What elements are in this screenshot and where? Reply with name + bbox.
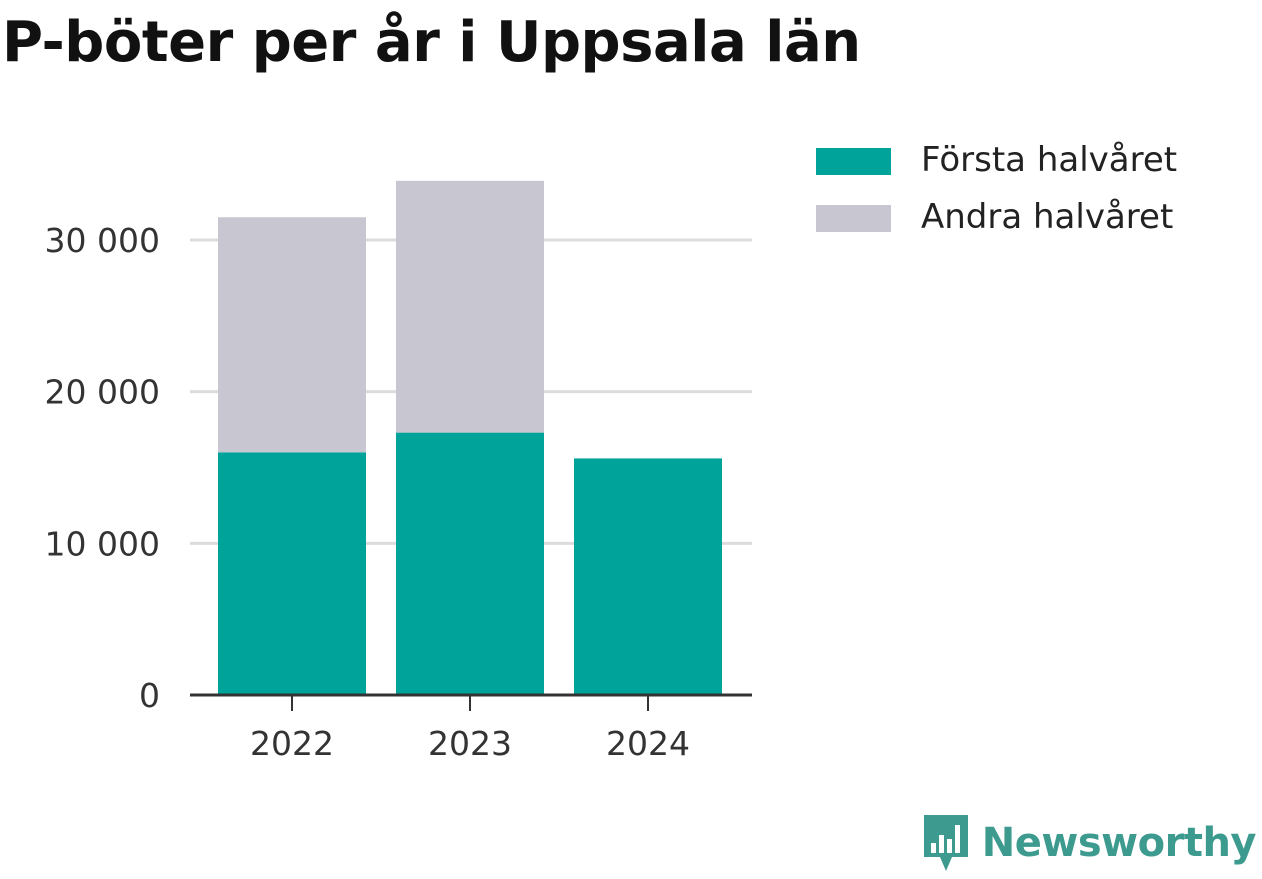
bar-chart-speech-icon bbox=[923, 815, 968, 871]
bar-2024-series-1 bbox=[574, 458, 722, 695]
y-tick-label: 0 bbox=[139, 676, 160, 715]
brand-name: Newsworthy bbox=[981, 820, 1257, 866]
x-tick-label: 2022 bbox=[250, 724, 334, 763]
y-tick-label: 10 000 bbox=[45, 524, 160, 563]
bar-2022-series-1 bbox=[218, 452, 366, 695]
legend-label: Första halvåret bbox=[921, 140, 1178, 180]
chart-title: P-böter per år i Uppsala län bbox=[2, 10, 861, 75]
bar-2023-series-1 bbox=[396, 432, 544, 695]
axes: 0 10 000 20 000 30 000 2022 2023 2024 bbox=[45, 221, 752, 763]
legend-swatch bbox=[816, 148, 891, 175]
y-tick-label: 30 000 bbox=[45, 221, 160, 260]
legend-label: Andra halvåret bbox=[921, 197, 1174, 237]
x-tick-label: 2023 bbox=[428, 724, 512, 763]
x-tick-label: 2024 bbox=[606, 724, 690, 763]
bar-2023-series-2 bbox=[396, 180, 544, 433]
y-tick-label: 20 000 bbox=[45, 373, 160, 412]
brand-logo: Newsworthy bbox=[922, 813, 1257, 873]
bars bbox=[218, 180, 722, 695]
legend-swatch bbox=[816, 205, 891, 232]
bar-2022-series-2 bbox=[218, 217, 366, 453]
